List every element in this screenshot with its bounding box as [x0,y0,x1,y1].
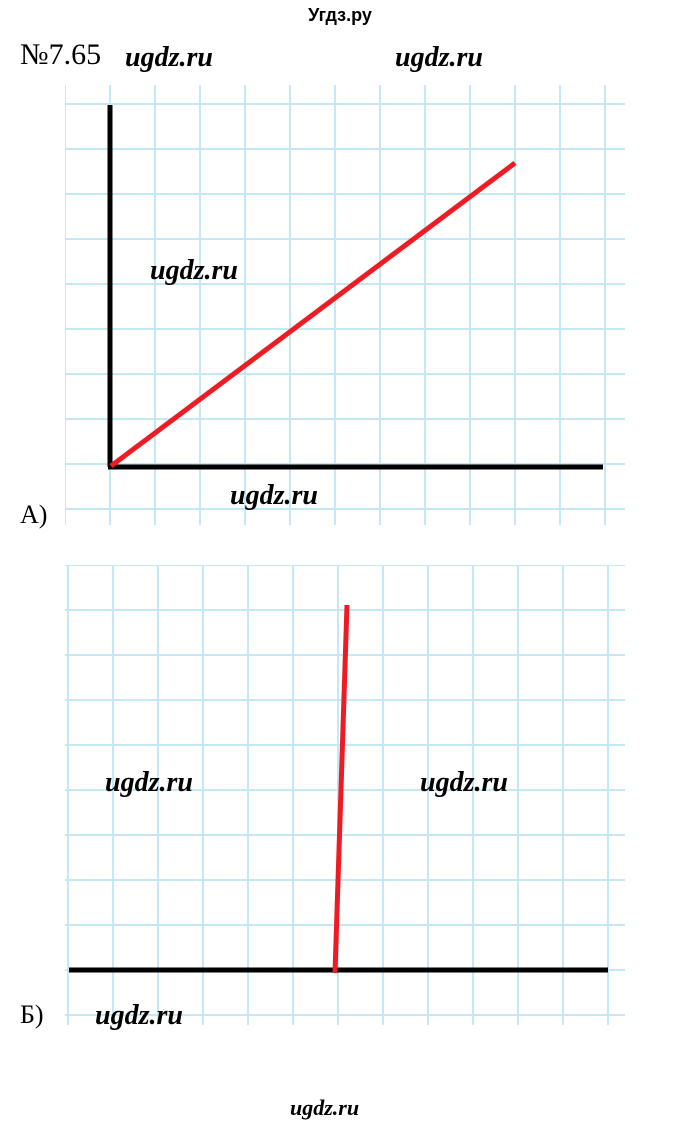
watermark: ugdz.ru [290,1095,359,1121]
watermark: ugdz.ru [230,480,318,512]
panel-a-label: А) [20,500,47,530]
watermark: ugdz.ru [395,42,483,74]
panel-b-label: Б) [20,1000,44,1030]
page-header: Угдз.ру [308,5,372,26]
diagram-a [65,85,625,525]
watermark: ugdz.ru [125,42,213,74]
watermark: ugdz.ru [105,767,193,799]
watermark: ugdz.ru [95,1000,183,1032]
diagram-a-svg [65,85,625,525]
problem-number: №7.65 [20,38,101,72]
grid-a [65,85,625,525]
watermark: ugdz.ru [150,255,238,287]
watermark: ugdz.ru [420,767,508,799]
bisector-line-a [111,163,515,466]
